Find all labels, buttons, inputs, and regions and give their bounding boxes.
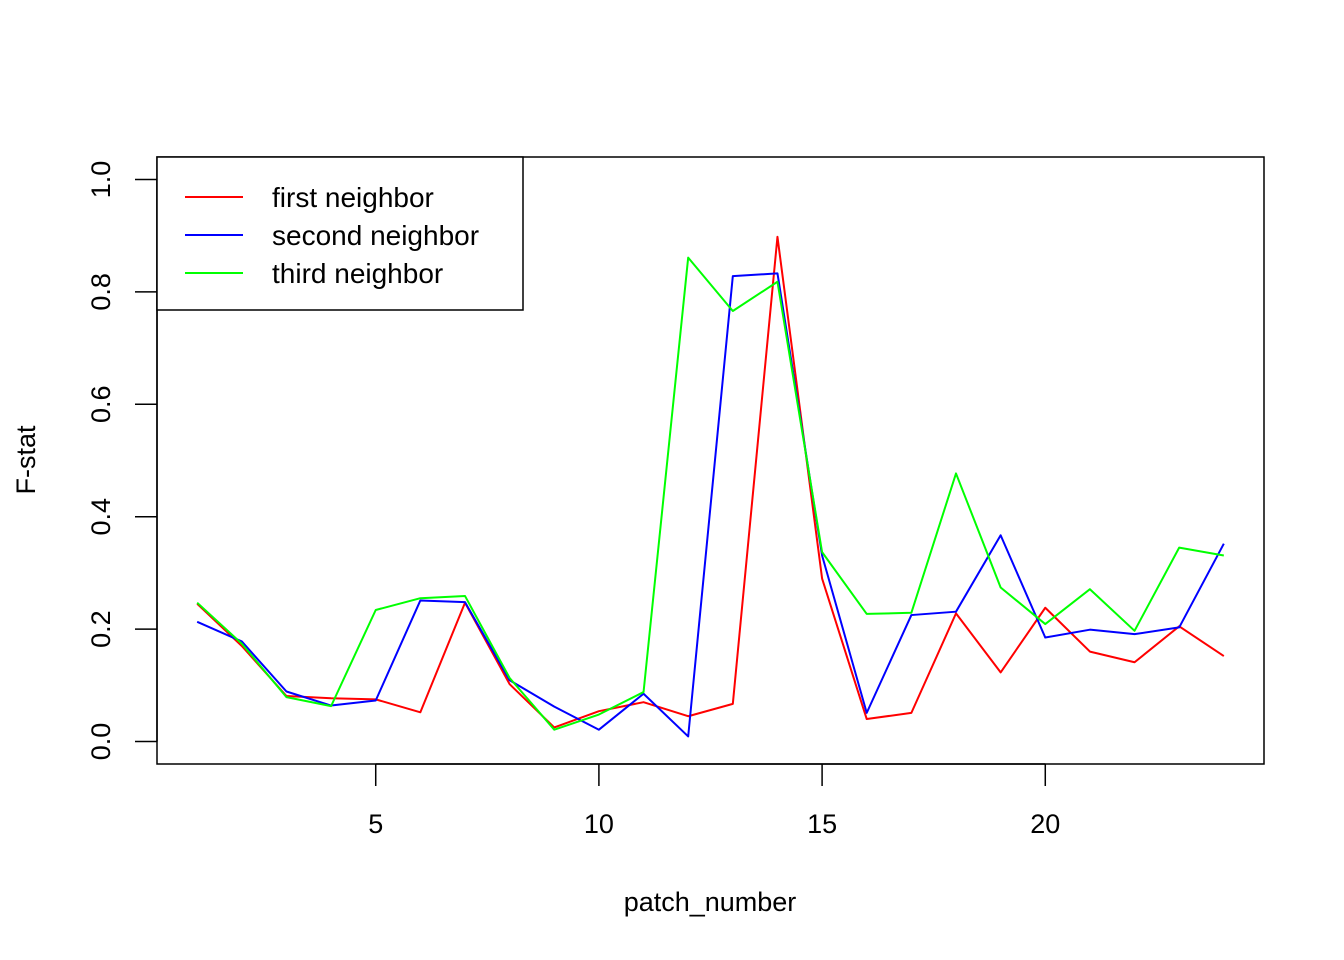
legend-label: third neighbor [272, 258, 443, 289]
series-layer [196, 235, 1225, 738]
y-tick-label: 0.6 [86, 386, 116, 424]
y-tick-label: 0.2 [86, 610, 116, 648]
x-axis-label: patch_number [624, 887, 797, 917]
series-line-second-neighbor [196, 272, 1225, 738]
x-tick-label: 15 [807, 809, 837, 839]
series-line-first-neighbor [196, 235, 1225, 729]
legend-box [156, 156, 524, 311]
x-tick-label: 10 [584, 809, 614, 839]
legend-label: first neighbor [272, 182, 434, 213]
y-tick-label: 0.8 [86, 273, 116, 311]
legend-label: second neighbor [272, 220, 479, 251]
series-line-third-neighbor [196, 256, 1225, 731]
x-tick-label: 20 [1030, 809, 1060, 839]
y-axis: 0.0 0.2 0.4 0.6 0.8 1.0 [86, 161, 158, 761]
x-tick-label: 5 [368, 809, 383, 839]
y-tick-label: 1.0 [86, 161, 116, 199]
x-axis: 5 10 15 20 [368, 763, 1060, 839]
y-axis-label: F-stat [11, 425, 41, 495]
y-tick-label: 0.4 [86, 498, 116, 536]
y-tick-label: 0.0 [86, 723, 116, 761]
legend: first neighbor second neighbor third neigh… [156, 156, 524, 311]
